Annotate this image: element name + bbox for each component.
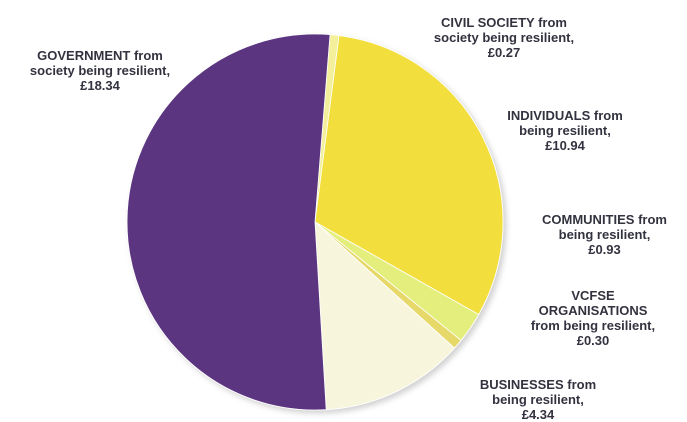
label-government: GOVERNMENT from society being resilient,… xyxy=(29,48,171,93)
label-communities: COMMUNITIES from being resilient, £0.93 xyxy=(542,212,667,257)
label-individuals: INDIVIDUALS from being resilient, £10.94 xyxy=(507,108,623,153)
pie-slice-government xyxy=(126,33,331,411)
pie-slice-individuals xyxy=(314,35,504,316)
label-businesses: BUSINESSES from being resilient, £4.34 xyxy=(479,377,597,422)
label-vcfse-organisations: VCFSE ORGANISATIONS from being resilient… xyxy=(530,288,656,348)
pie-slice-businesses xyxy=(314,221,456,411)
label-civil-society: CIVIL SOCIETY from society being resilie… xyxy=(433,15,575,60)
